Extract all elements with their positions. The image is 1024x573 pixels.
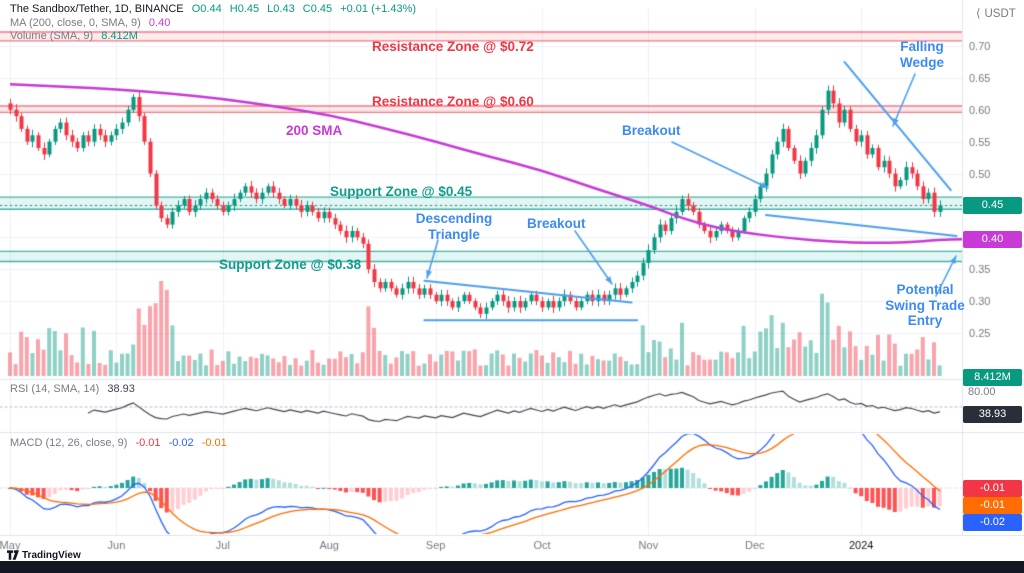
ma-legend-label: MA (200, close, 0, SMA, 9) [10,17,141,29]
annotation-resistance-060[interactable]: Resistance Zone @ $0.60 [372,94,534,109]
tradingview-logo[interactable]: TradingView [7,550,81,561]
currency-label: USDT [984,8,1016,20]
macd-legend-signal: -0.01 [201,437,227,449]
macd-legend: MACD (12, 26, close, 9) -0.01 -0.02 -0.0… [10,437,232,449]
collapse-chevron-icon: ⟨ [976,8,981,20]
ohlc-low: L0.43 [267,3,295,15]
ohlc-open: O0.44 [191,3,222,15]
annotation-200-sma[interactable]: 200 SMA [286,123,343,138]
rsi-value-badge: 38.93 [963,406,1022,423]
rsi-legend: RSI (14, SMA, 14) 38.93 [10,383,140,395]
ohlc-high: H0.45 [229,3,260,15]
annotation-breakout-1[interactable]: Breakout [527,216,586,231]
rsi-legend-value: 38.93 [107,383,135,395]
tradingview-logo-text: TradingView [22,550,81,561]
ma-legend-value: 0.40 [148,17,171,29]
rsi-axis-80-label: 80.00 [968,386,996,398]
macd-line-badge: -0.02 [963,514,1022,531]
volume-legend: Volume (SMA, 9) 8.412M [10,30,143,42]
symbol-title: The Sandbox/Tether, 1D, BINANCE [10,3,184,15]
sma-value-badge: 0.40 [963,231,1022,248]
volume-legend-label: Volume (SMA, 9) [10,30,94,42]
macd-legend-macd: -0.02 [168,437,194,449]
last-price-badge: 0.45 [963,197,1022,214]
rsi-legend-label: RSI (14, SMA, 14) [10,383,100,395]
bottom-toolbar [0,561,1024,573]
annotation-swing-entry[interactable]: Potential Swing Trade Entry [885,282,965,329]
volume-value-badge: 8.412M [963,369,1022,386]
annotation-resistance-072[interactable]: Resistance Zone @ $0.72 [372,39,534,54]
currency-toggle[interactable]: ⟨ USDT [976,6,1016,20]
annotation-descending-triangle[interactable]: Descending Triangle [415,211,493,242]
annotation-support-038[interactable]: Support Zone @ $0.38 [219,257,362,272]
annotation-support-045[interactable]: Support Zone @ $0.45 [330,184,473,199]
ohlc-close: C0.45 [302,3,333,15]
ma-legend: MA (200, close, 0, SMA, 9) 0.40 [10,17,175,29]
macd-hist-badge: -0.01 [963,480,1022,497]
volume-legend-value: 8.412M [101,30,138,42]
tradingview-logo-icon [7,550,19,560]
annotation-falling-wedge[interactable]: Falling Wedge [899,39,944,70]
macd-legend-label: MACD (12, 26, close, 9) [10,437,128,449]
symbol-legend: The Sandbox/Tether, 1D, BINANCE O0.44 H0… [10,3,421,15]
price-change: +0.01 (+1.43%) [340,3,417,15]
annotation-breakout-2[interactable]: Breakout [622,123,681,138]
macd-signal-badge: -0.01 [963,497,1022,514]
macd-legend-hist: -0.01 [135,437,161,449]
